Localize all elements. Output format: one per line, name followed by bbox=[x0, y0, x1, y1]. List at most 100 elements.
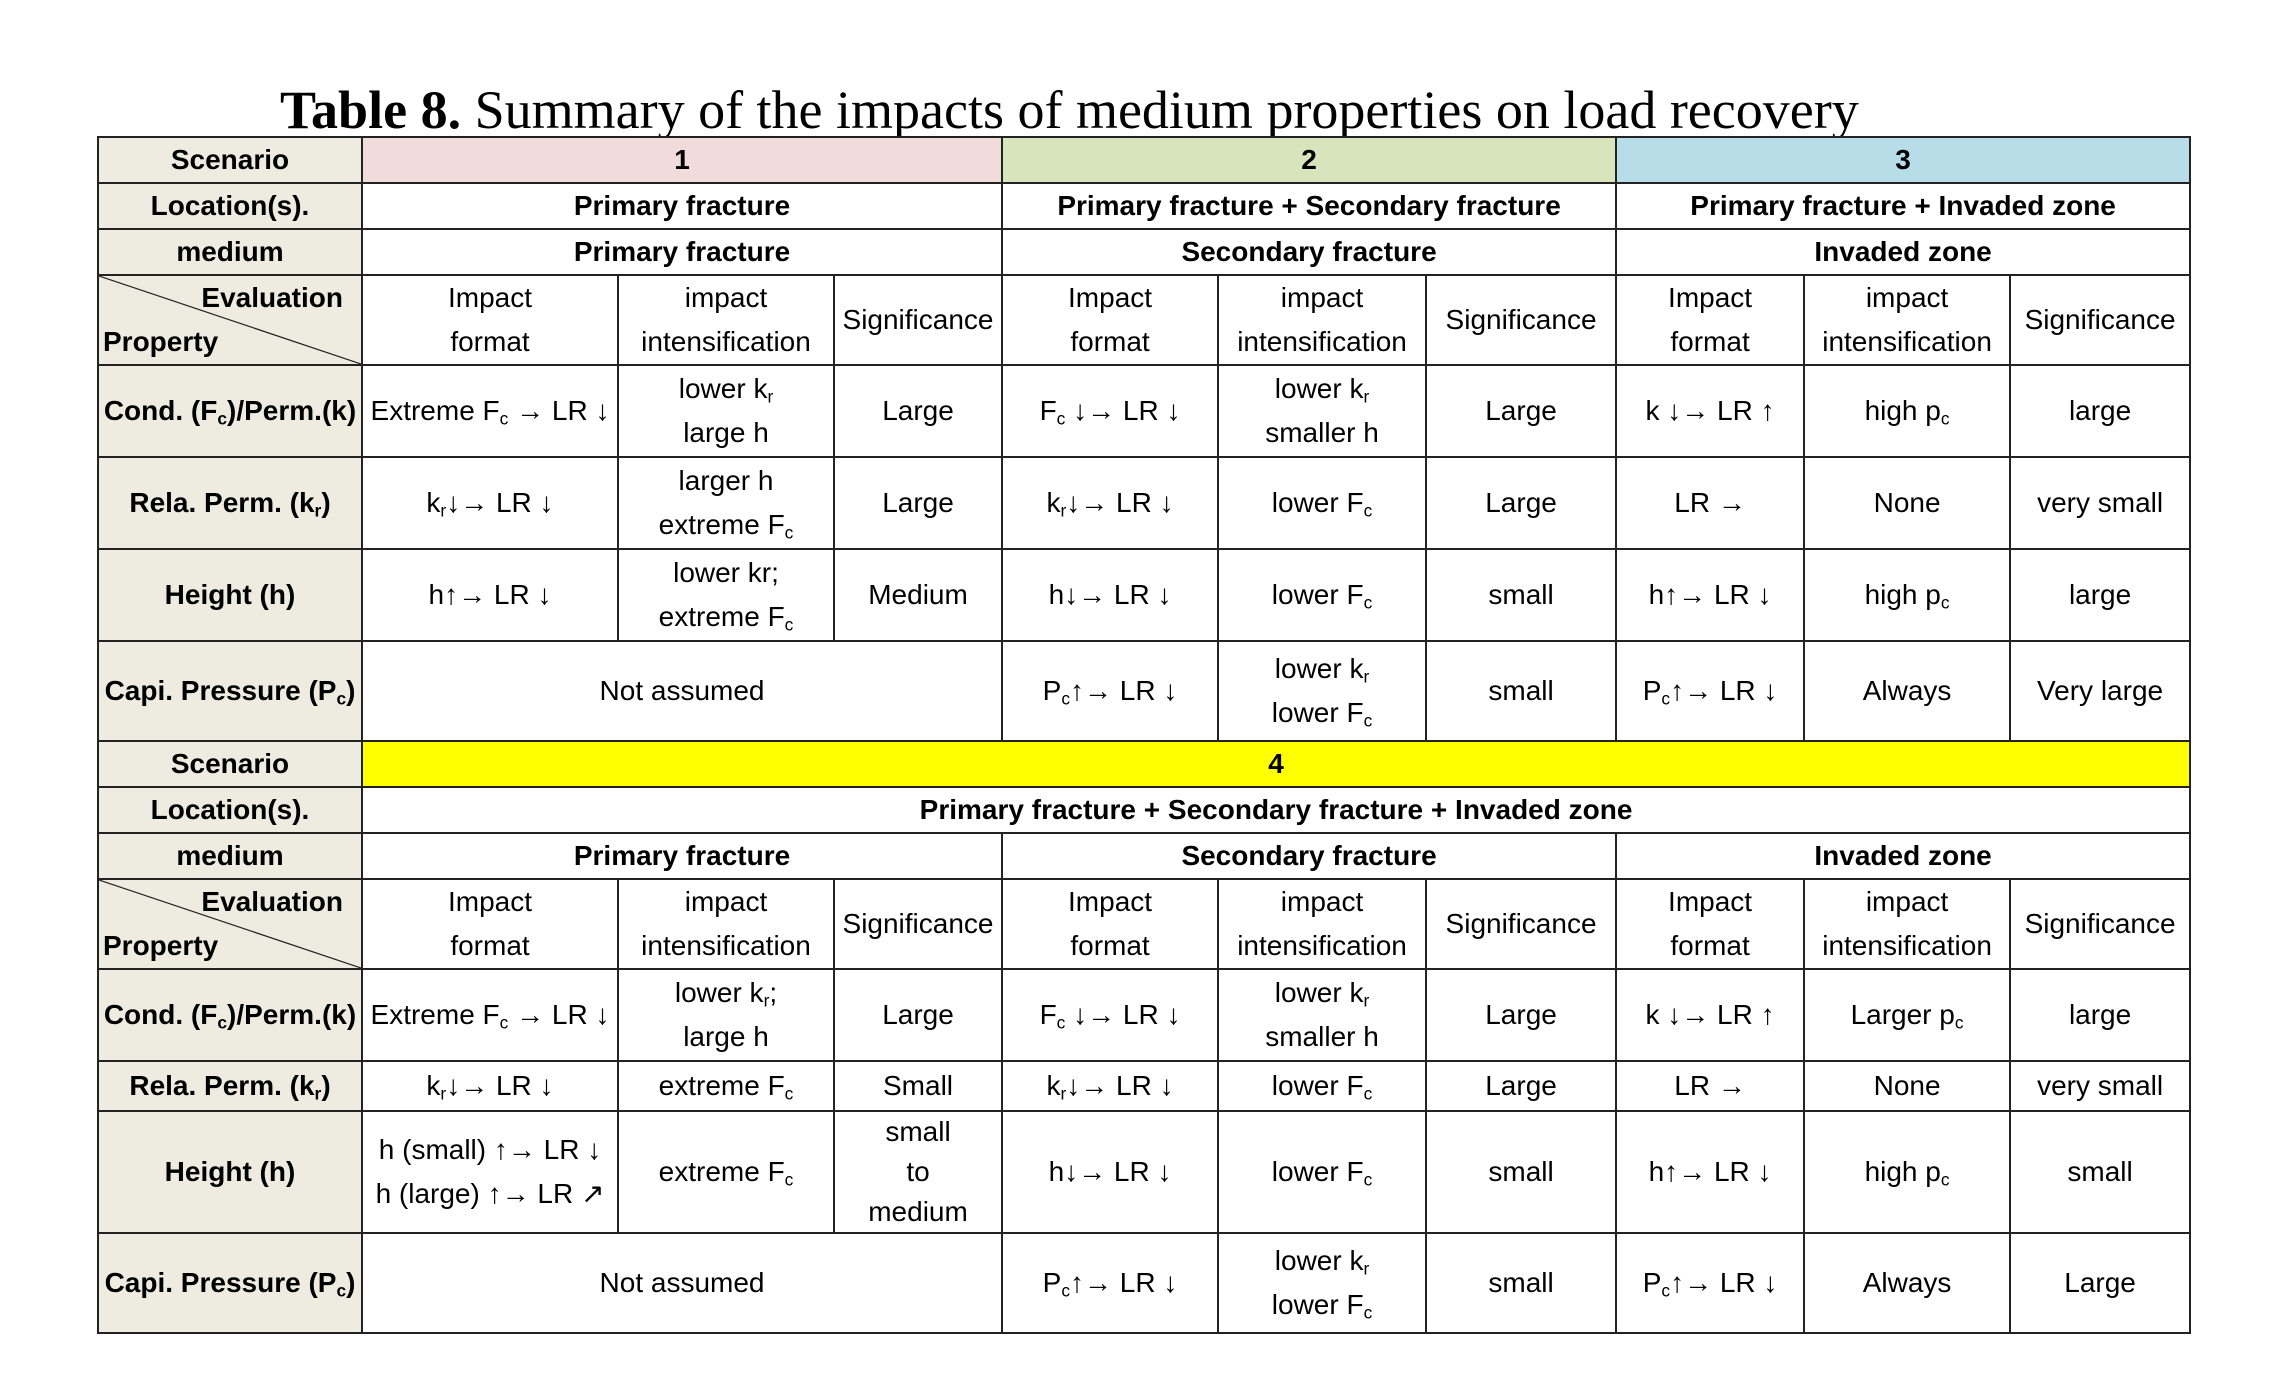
table-row: Evaluation Property Impact format impact i… bbox=[97, 878, 2192, 970]
table-cell: LR → bbox=[1615, 1060, 1806, 1112]
table-cell: lower kr lower Fc bbox=[1217, 1232, 1428, 1334]
table-cell: lower kr smaller h bbox=[1217, 968, 1428, 1062]
medium-label: medium bbox=[97, 832, 363, 880]
table-cell: larger h extreme Fc bbox=[617, 456, 835, 550]
location-scenario-3: Primary fracture + Invaded zone bbox=[1615, 182, 2192, 230]
location-scenario-4: Primary fracture + Secondary fracture + … bbox=[360, 786, 2192, 834]
property-cond-perm: Cond. (Fc)/Perm.(k) bbox=[97, 968, 363, 1062]
table-row: Evaluation Property Impact format impact i… bbox=[97, 274, 2192, 366]
table-row: Location(s). Primary fracture Primary fr… bbox=[97, 182, 2192, 230]
not-assumed-cell: Not assumed bbox=[360, 640, 1004, 742]
table-cell: Large bbox=[1425, 1060, 1618, 1112]
table-cell: Fc ↓→ LR ↓ bbox=[1001, 364, 1220, 458]
location-scenario-1: Primary fracture bbox=[360, 182, 1004, 230]
table-caption-label: Table 8. bbox=[280, 80, 462, 140]
medium-invaded-zone: Invaded zone bbox=[1615, 228, 2192, 276]
table-cell: high pc bbox=[1803, 364, 2012, 458]
locations-label: Location(s). bbox=[97, 786, 363, 834]
table-cell: lower Fc bbox=[1217, 1110, 1428, 1234]
table-cell: lower Fc bbox=[1217, 456, 1428, 550]
medium-secondary-fracture: Secondary fracture bbox=[1001, 228, 1618, 276]
table-cell: large bbox=[2009, 548, 2192, 642]
table-cell: lower kr; extreme Fc bbox=[617, 548, 835, 642]
evaluation-label: Evaluation bbox=[201, 282, 343, 313]
table-cell: high pc bbox=[1803, 1110, 2012, 1234]
table-cell: Always bbox=[1803, 640, 2012, 742]
col-impact-intensification: impact intensification bbox=[1217, 878, 1428, 970]
table-cell: Small bbox=[832, 1060, 1004, 1112]
property-rela-perm: Rela. Perm. (kr) bbox=[97, 456, 363, 550]
table-cell: Large bbox=[1425, 456, 1618, 550]
scenario-2-header: 2 bbox=[1001, 136, 1618, 184]
table-cell: h↓→ LR ↓ bbox=[1001, 1110, 1220, 1234]
table-row: Scenario 4 bbox=[97, 740, 2192, 788]
col-impact-format: Impact format bbox=[1001, 274, 1220, 366]
table-row: Capi. Pressure (Pc) Not assumed Pc↑→ LR … bbox=[97, 640, 2192, 742]
table-cell: very small bbox=[2009, 1060, 2192, 1112]
table-cell: Extreme Fc → LR ↓ bbox=[361, 968, 619, 1062]
evaluation-label: Evaluation bbox=[201, 886, 343, 917]
medium-primary-fracture: Primary fracture bbox=[360, 832, 1004, 880]
table-cell: Larger pc bbox=[1803, 968, 2012, 1062]
table-cell: kr↓→ LR ↓ bbox=[1001, 456, 1220, 550]
col-significance: Significance bbox=[2009, 878, 2192, 970]
impacts-table: Scenario 1 2 3 Location(s). Primary frac… bbox=[97, 136, 2192, 1334]
scenario-3-header: 3 bbox=[1615, 136, 2192, 184]
property-label: Property bbox=[103, 326, 219, 357]
table-cell: Extreme Fc → LR ↓ bbox=[361, 364, 619, 458]
table-cell: lower kr smaller h bbox=[1217, 364, 1428, 458]
property-cond-perm: Cond. (Fc)/Perm.(k) bbox=[97, 364, 363, 458]
table-cell: extreme Fc bbox=[617, 1110, 835, 1234]
table-cell: small bbox=[1425, 1232, 1618, 1334]
medium-primary-fracture: Primary fracture bbox=[360, 228, 1004, 276]
table-cell: LR → bbox=[1615, 456, 1806, 550]
table-cell: very small bbox=[2009, 456, 2192, 550]
table-row: Rela. Perm. (kr) kr↓→ LR ↓ larger h extre… bbox=[97, 456, 2192, 550]
medium-invaded-zone: Invaded zone bbox=[1615, 832, 2192, 880]
table-cell: kr↓→ LR ↓ bbox=[361, 1060, 619, 1112]
col-significance: Significance bbox=[832, 274, 1004, 366]
col-significance: Significance bbox=[1425, 274, 1618, 366]
table-row: Height (h) h (small) ↑→ LR ↓ h (large) ↑→… bbox=[97, 1110, 2192, 1234]
col-significance: Significance bbox=[2009, 274, 2192, 366]
col-impact-intensification: impact intensification bbox=[1803, 274, 2012, 366]
table-cell: k ↓→ LR ↑ bbox=[1615, 968, 1806, 1062]
table-row: medium Primary fracture Secondary fractu… bbox=[97, 832, 2192, 880]
table-cell: Medium bbox=[832, 548, 1004, 642]
col-impact-intensification: impact intensification bbox=[1803, 878, 2012, 970]
property-height: Height (h) bbox=[97, 1110, 363, 1234]
table-row: Scenario 1 2 3 bbox=[97, 136, 2192, 184]
col-impact-intensification: impact intensification bbox=[1217, 274, 1428, 366]
table-cell: Very large bbox=[2009, 640, 2192, 742]
diagonal-line bbox=[99, 880, 361, 968]
table-cell: Large bbox=[832, 968, 1004, 1062]
table-row: Cond. (Fc)/Perm.(k) Extreme Fc → LR ↓ lo… bbox=[97, 968, 2192, 1062]
table-cell: Always bbox=[1803, 1232, 2012, 1334]
table-row: Capi. Pressure (Pc) Not assumed Pc↑→ LR … bbox=[97, 1232, 2192, 1334]
not-assumed-cell: Not assumed bbox=[360, 1232, 1004, 1334]
col-impact-format: Impact format bbox=[1615, 878, 1806, 970]
property-label: Property bbox=[103, 930, 219, 961]
table-cell: large bbox=[2009, 968, 2192, 1062]
table-cell: h↓→ LR ↓ bbox=[1001, 548, 1220, 642]
table-cell: large bbox=[2009, 364, 2192, 458]
table-cell: None bbox=[1803, 1060, 2012, 1112]
table-cell: extreme Fc bbox=[617, 1060, 835, 1112]
table-caption: Table 8. Summary of the impacts of mediu… bbox=[280, 70, 1980, 150]
diagonal-line bbox=[99, 276, 361, 364]
scenario-4-header: 4 bbox=[360, 740, 2192, 788]
table-cell: lower kr lower Fc bbox=[1217, 640, 1428, 742]
property-rela-perm: Rela. Perm. (kr) bbox=[97, 1060, 363, 1112]
table-row: medium Primary fracture Secondary fractu… bbox=[97, 228, 2192, 276]
table-cell: small bbox=[1425, 548, 1618, 642]
table-cell: Pc↑→ LR ↓ bbox=[1615, 1232, 1806, 1334]
table-cell: Pc↑→ LR ↓ bbox=[1001, 1232, 1220, 1334]
table-row: Location(s). Primary fracture + Secondar… bbox=[97, 786, 2192, 834]
table-cell: kr↓→ LR ↓ bbox=[361, 456, 619, 550]
table-cell: kr↓→ LR ↓ bbox=[1001, 1060, 1220, 1112]
table-row: Cond. (Fc)/Perm.(k) Extreme Fc → LR ↓ lo… bbox=[97, 364, 2192, 458]
table-cell: high pc bbox=[1803, 548, 2012, 642]
col-impact-intensification: impact intensification bbox=[617, 274, 835, 366]
table-cell: Large bbox=[832, 364, 1004, 458]
table-cell: lower kr large h bbox=[617, 364, 835, 458]
